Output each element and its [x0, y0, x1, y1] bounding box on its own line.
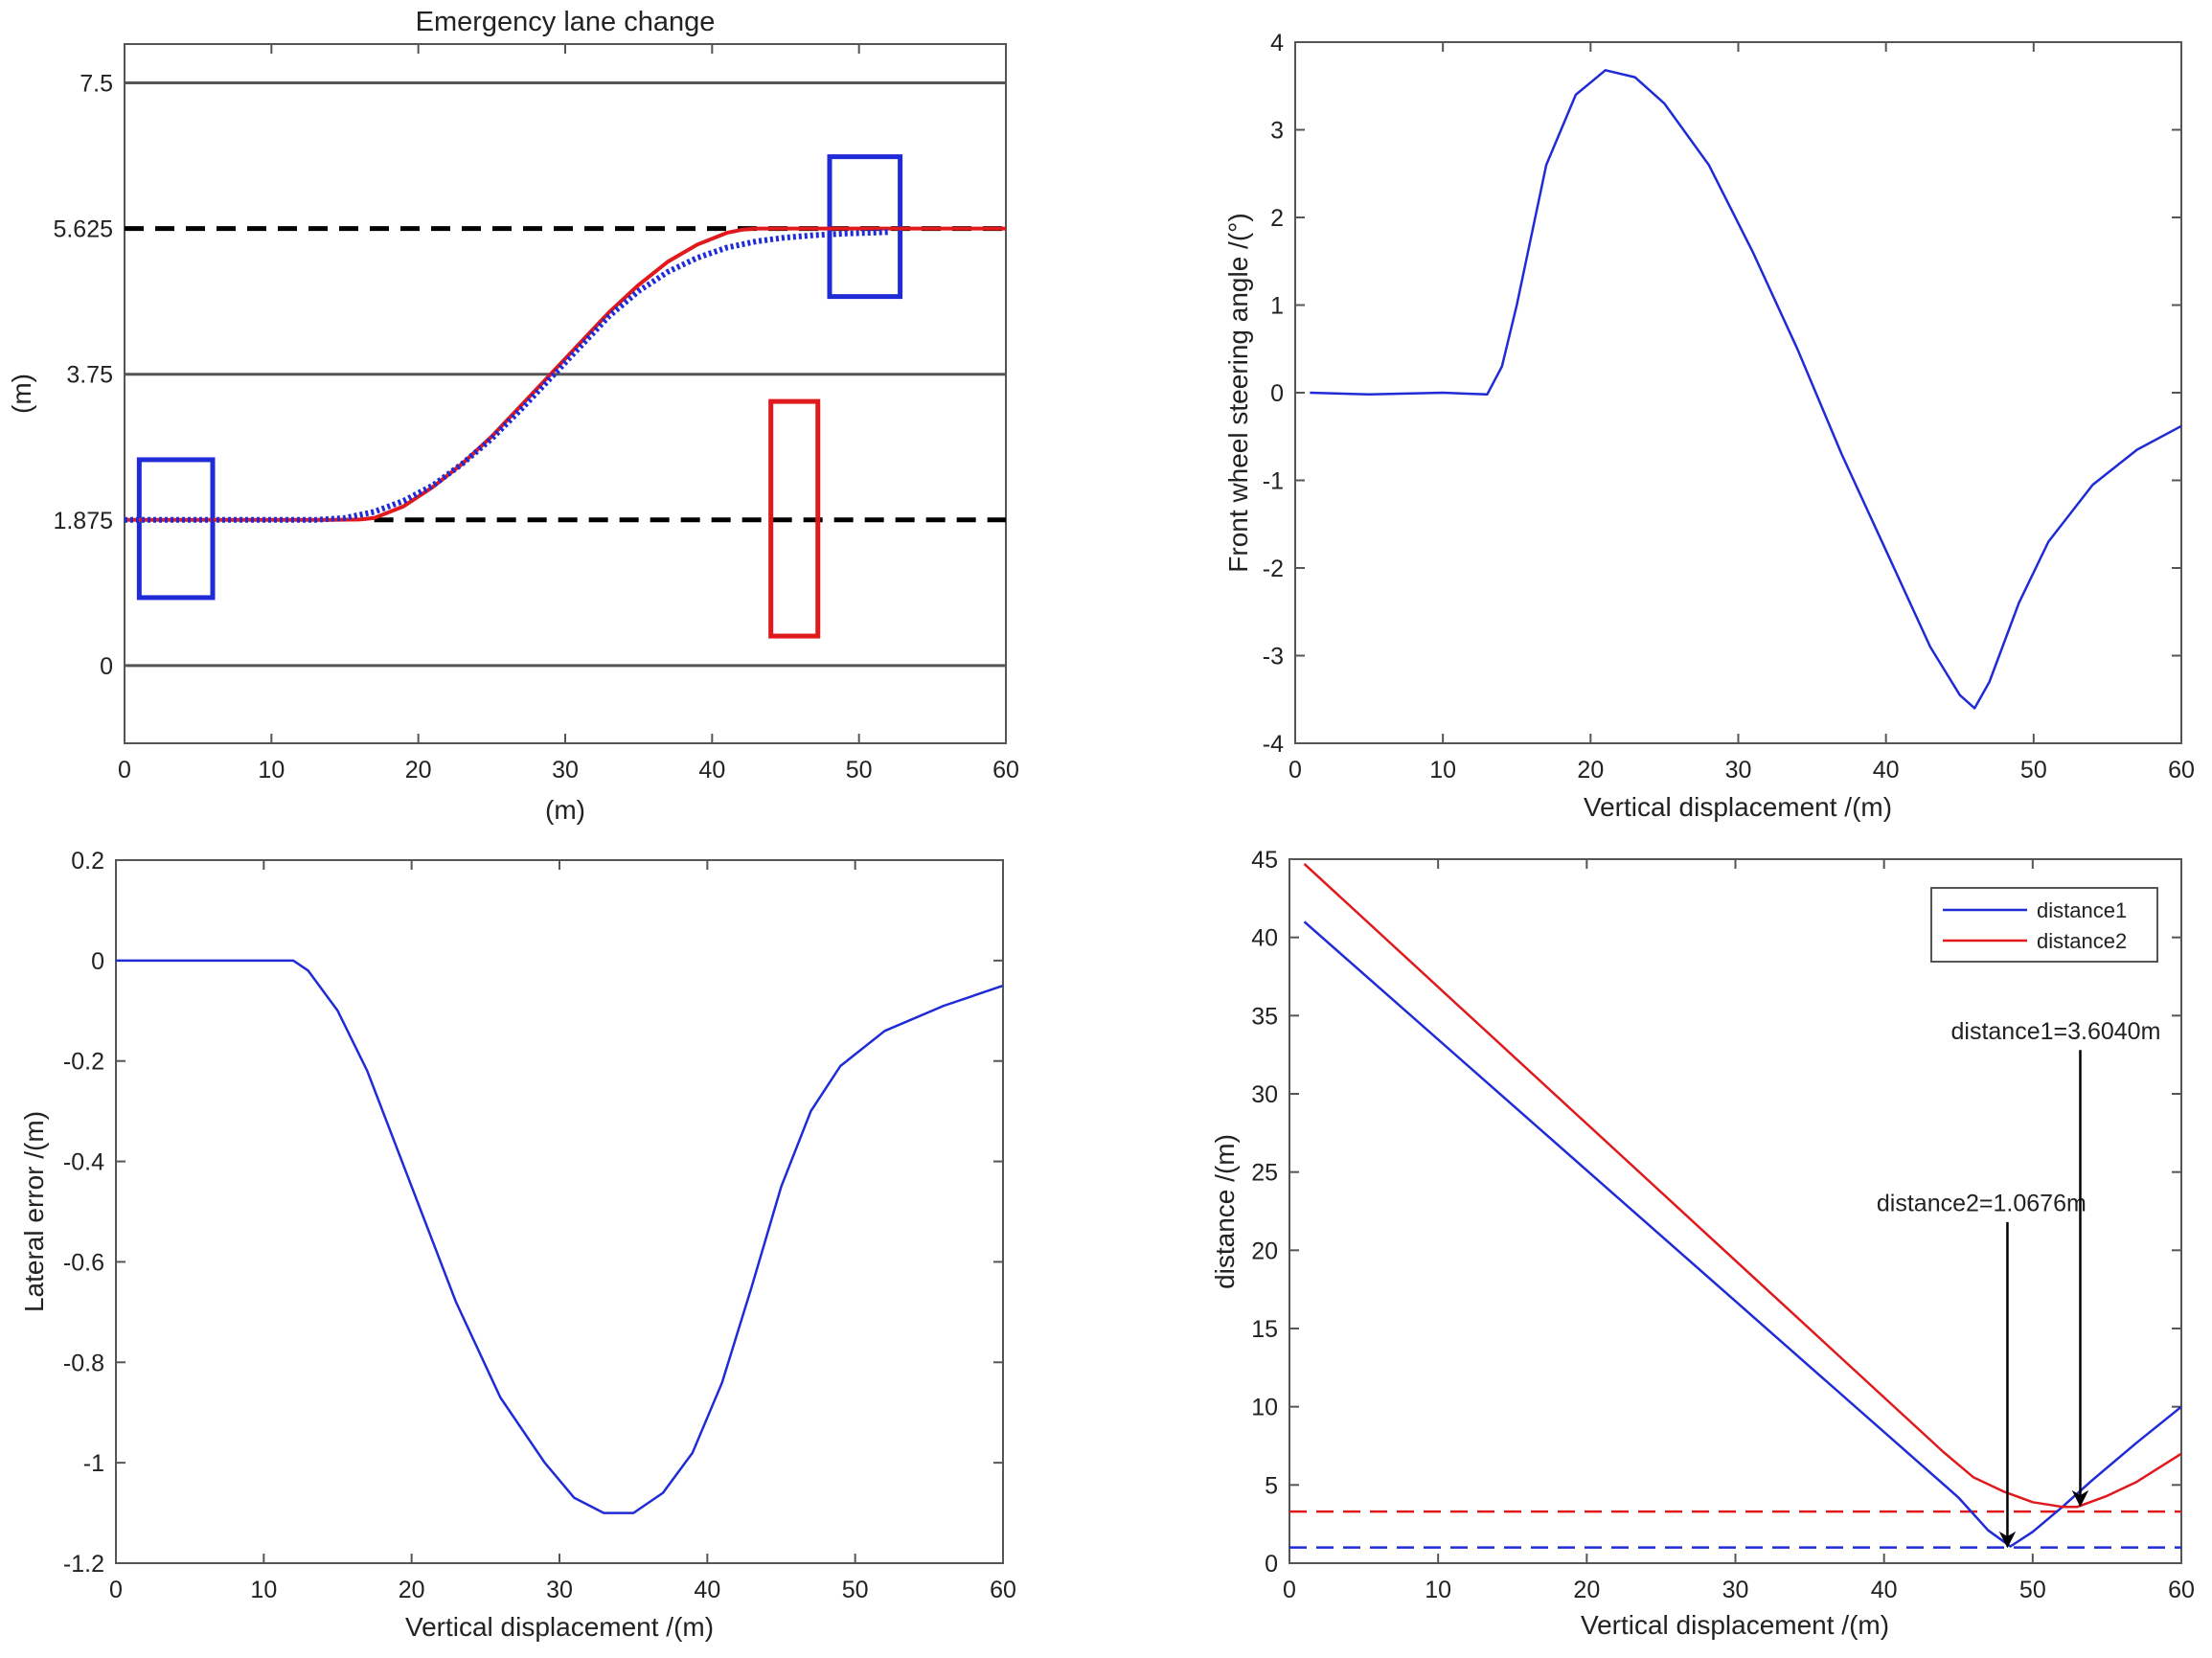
y-tick-label: -0.8: [63, 1350, 104, 1376]
x-tick-label: 10: [250, 1577, 277, 1603]
x-axis-label: (m): [545, 795, 585, 825]
annotation-label: distance1=3.6040m: [1950, 1018, 2160, 1045]
x-tick-label: 60: [2168, 1577, 2195, 1603]
y-tick-label: 0: [1270, 380, 1284, 407]
y-tick-label: 5: [1265, 1472, 1278, 1499]
x-tick-label: 30: [552, 757, 579, 784]
x-tick-label: 50: [846, 757, 873, 784]
x-tick-label: 40: [1873, 757, 1900, 784]
y-tick-label: -3: [1263, 644, 1284, 670]
y-tick-label: 5.625: [53, 216, 113, 243]
x-tick-label: 30: [1725, 757, 1752, 784]
plot-frame: [115, 859, 1004, 1564]
x-tick-label: 40: [694, 1577, 720, 1603]
y-tick-label: 4: [1270, 30, 1284, 57]
y-axis-label: (m): [7, 374, 36, 414]
legend: distance1 distance2: [1930, 887, 2158, 963]
x-tick-label: 0: [1288, 757, 1302, 784]
x-tick-label: 0: [1283, 1577, 1296, 1603]
vehicle-rectangle: [768, 398, 821, 639]
y-tick-label: 0: [1265, 1551, 1278, 1578]
x-tick-label: 50: [842, 1577, 869, 1603]
x-tick-label: 20: [399, 1577, 425, 1603]
legend-label-distance1: distance1: [2037, 898, 2127, 922]
y-tick-label: 45: [1251, 847, 1278, 874]
x-tick-label: 20: [1573, 1577, 1600, 1603]
y-tick-label: 7.5: [80, 71, 113, 98]
distance2-line: [1303, 862, 2182, 1509]
x-tick-label: 0: [109, 1577, 123, 1603]
annotation-label: distance2=1.0676m: [1877, 1191, 2087, 1217]
plot-frame: [124, 43, 1007, 744]
y-tick-label: 3.75: [66, 362, 113, 389]
steering-angle-plot: Vertical displacement /(m) Front wheel s…: [1223, 30, 2195, 822]
y-tick-label: 30: [1251, 1081, 1278, 1108]
y-tick-label: -1.2: [63, 1551, 104, 1578]
y-tick-label: 3: [1270, 118, 1284, 145]
series-1-line: [125, 229, 889, 523]
x-tick-label: 60: [992, 757, 1019, 784]
plot-title: Emergency lane change: [416, 7, 716, 37]
x-tick-label: 10: [1425, 1577, 1451, 1603]
x-tick-label: 10: [1429, 757, 1456, 784]
y-tick-label: -4: [1263, 731, 1284, 758]
y-tick-label: -2: [1263, 556, 1284, 582]
x-tick-label: 40: [698, 757, 725, 784]
y-tick-label: 40: [1251, 925, 1278, 952]
y-tick-label: 15: [1251, 1316, 1278, 1343]
distance1-line: [1303, 920, 2182, 1548]
x-tick-label: 20: [405, 757, 432, 784]
x-tick-label: 50: [2020, 757, 2047, 784]
x-axis-label: Vertical displacement /(m): [1581, 1610, 1889, 1640]
y-tick-label: 20: [1251, 1238, 1278, 1264]
legend-label-distance2: distance2: [2037, 929, 2127, 953]
x-axis-label: Vertical displacement /(m): [1584, 792, 1892, 822]
y-tick-label: -0.2: [63, 1049, 104, 1076]
x-tick-label: 10: [258, 757, 285, 784]
y-tick-label: 25: [1251, 1160, 1278, 1187]
y-tick-label: 0: [100, 653, 113, 680]
y-axis-label: Lateral error /(m): [19, 1111, 49, 1312]
lateral-error-plot: Vertical displacement /(m) Lateral error…: [19, 848, 1016, 1642]
x-tick-label: 60: [990, 1577, 1016, 1603]
series-0-line: [1310, 69, 2182, 710]
y-tick-label: 1: [1270, 293, 1284, 320]
x-axis-label: Vertical displacement /(m): [405, 1612, 714, 1642]
y-tick-label: 0.2: [71, 848, 104, 874]
y-tick-label: 35: [1251, 1003, 1278, 1030]
y-tick-label: -1: [83, 1450, 104, 1477]
x-tick-label: 60: [2168, 757, 2195, 784]
y-tick-label: 10: [1251, 1395, 1278, 1421]
y-tick-label: 2: [1270, 205, 1284, 232]
y-tick-label: 1.875: [53, 508, 113, 534]
x-tick-label: 40: [1871, 1577, 1898, 1603]
y-tick-label: -0.4: [63, 1149, 104, 1176]
vehicle-rectangle: [136, 457, 216, 601]
x-tick-label: 50: [2019, 1577, 2046, 1603]
x-tick-label: 0: [118, 757, 131, 784]
distance-plot: Vertical displacement /(m) distance /(m)…: [1210, 847, 2195, 1640]
lane-change-plot: Emergency lane change (m) (m) 0 10 20 30 40 5…: [7, 7, 1019, 825]
y-axis-label: distance /(m): [1210, 1134, 1240, 1289]
y-tick-label: 0: [91, 948, 104, 975]
legend-box: [1930, 887, 2158, 963]
x-tick-label: 30: [546, 1577, 573, 1603]
y-tick-label: -1: [1263, 468, 1284, 495]
x-tick-label: 30: [1722, 1577, 1749, 1603]
y-axis-label: Front wheel steering angle /(°): [1223, 213, 1253, 572]
series-0-line: [116, 959, 1004, 1514]
x-tick-label: 20: [1577, 757, 1604, 784]
y-tick-label: -0.6: [63, 1249, 104, 1276]
